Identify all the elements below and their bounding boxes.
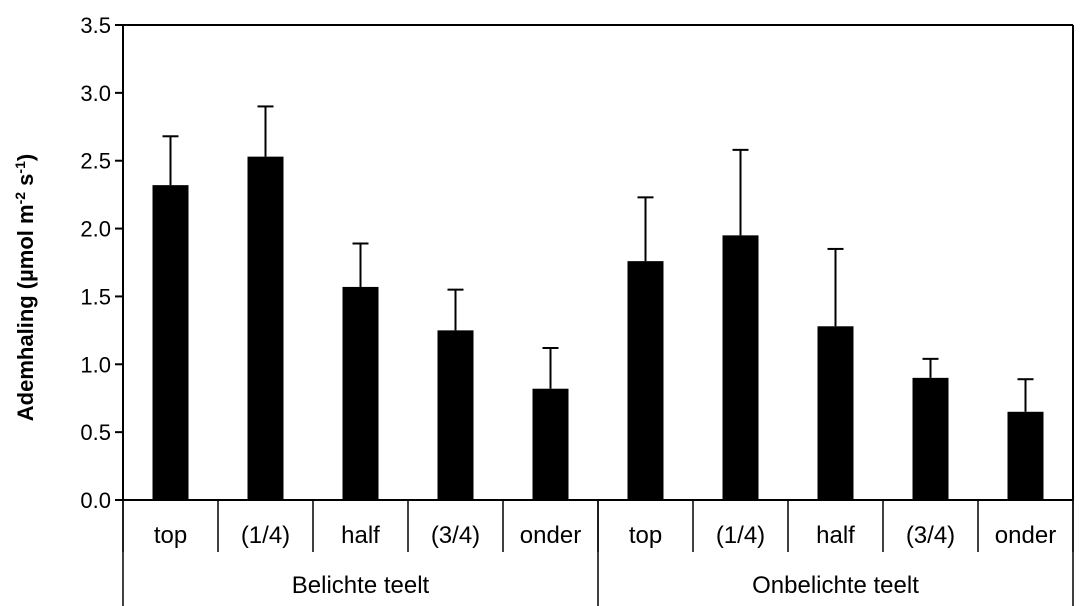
- x-category-label: onder: [520, 522, 581, 549]
- bars-layer: [152, 156, 1044, 500]
- x-category-label: top: [629, 522, 662, 549]
- y-tick-label: 0.5: [80, 420, 111, 445]
- bar: [912, 377, 949, 500]
- y-axis-title: Ademhaling (µmol m-2 s-1): [12, 154, 38, 421]
- y-tick-label: 2.5: [80, 149, 111, 174]
- bar: [817, 326, 854, 500]
- bar: [1007, 411, 1044, 500]
- bar: [152, 185, 189, 500]
- error-bars-layer: [162, 105, 1034, 412]
- bar: [247, 156, 284, 500]
- y-tick-label: 1.5: [80, 284, 111, 309]
- x-category-label: (1/4): [241, 522, 290, 549]
- bar: [437, 330, 474, 500]
- x-category-label: half: [816, 522, 855, 549]
- y-tick-label: 0.0: [80, 488, 111, 513]
- x-axis-categories-layer: top (1/4) half (3/4) onder top (1/4) half (3/4) o…: [122, 500, 1074, 606]
- y-tick-label: 3.0: [80, 81, 111, 106]
- x-category-label: half: [341, 522, 380, 549]
- x-category-label: top: [154, 522, 187, 549]
- x-group-label: Belichte teelt: [292, 572, 430, 599]
- bar: [342, 286, 379, 500]
- y-tick-label: 1.0: [80, 352, 111, 377]
- x-category-label: (3/4): [431, 522, 480, 549]
- x-category-label: onder: [995, 522, 1056, 549]
- y-tick-label: 2.0: [80, 217, 111, 242]
- bar: [532, 388, 569, 500]
- x-group-label: Onbelichte teelt: [752, 572, 919, 599]
- y-ticks-layer: 0.0 0.5 1.0 1.5 2.0 2.5 3.0 3.5: [80, 13, 123, 513]
- bar: [722, 235, 759, 500]
- y-tick-label: 3.5: [80, 13, 111, 38]
- x-category-label: (3/4): [906, 522, 955, 549]
- bar: [627, 261, 664, 500]
- x-category-label: (1/4): [716, 522, 765, 549]
